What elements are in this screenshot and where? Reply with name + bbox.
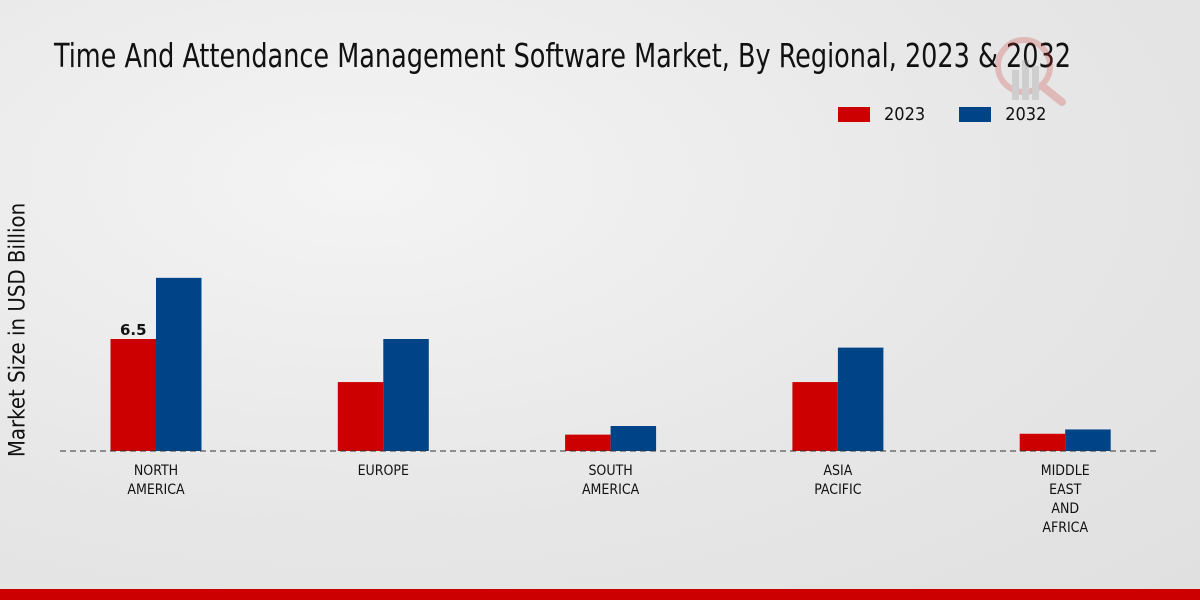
bar-2032-south-america — [610, 426, 657, 451]
bar-2023-south-america — [565, 434, 611, 451]
x-tick-label: AND — [1051, 501, 1079, 517]
bar-2023-europe — [337, 382, 384, 451]
legend-item-2032: 2032 — [959, 104, 1046, 125]
legend-label: 2032 — [1005, 104, 1047, 125]
bar-2032-middle-east-and-africa — [1065, 429, 1111, 451]
x-tick-label: ASIA — [823, 463, 852, 479]
x-tick-label: PACIFIC — [814, 482, 862, 498]
bar-2023-north-america — [110, 339, 156, 451]
bar-2032-asia-pacific — [837, 347, 884, 451]
bar-2023-asia-pacific — [792, 382, 838, 451]
data-label: 6.5 — [120, 321, 147, 339]
legend-label: 2023 — [884, 104, 926, 125]
bar-2032-north-america — [156, 277, 202, 451]
bar-2023-middle-east-and-africa — [1019, 433, 1066, 451]
x-tick-label: NORTH — [134, 463, 178, 479]
legend: 2023 2032 — [838, 104, 1046, 125]
x-tick-label: SOUTH — [588, 463, 632, 479]
footer-bar — [0, 589, 1200, 600]
x-tick-label: AFRICA — [1042, 520, 1088, 536]
bar-2032-europe — [383, 339, 429, 451]
x-tick-label: MIDDLE — [1041, 463, 1090, 479]
legend-item-2023: 2023 — [838, 104, 925, 125]
x-tick-label: EAST — [1049, 482, 1082, 498]
chart-title: Time And Attendance Management Software … — [54, 36, 1072, 75]
x-tick-label: EUROPE — [358, 463, 409, 479]
x-tick-label: AMERICA — [582, 482, 640, 498]
legend-swatch — [838, 107, 870, 122]
x-tick-label: AMERICA — [127, 482, 185, 498]
legend-swatch — [959, 107, 992, 122]
watermark-logo-icon — [995, 37, 1066, 106]
